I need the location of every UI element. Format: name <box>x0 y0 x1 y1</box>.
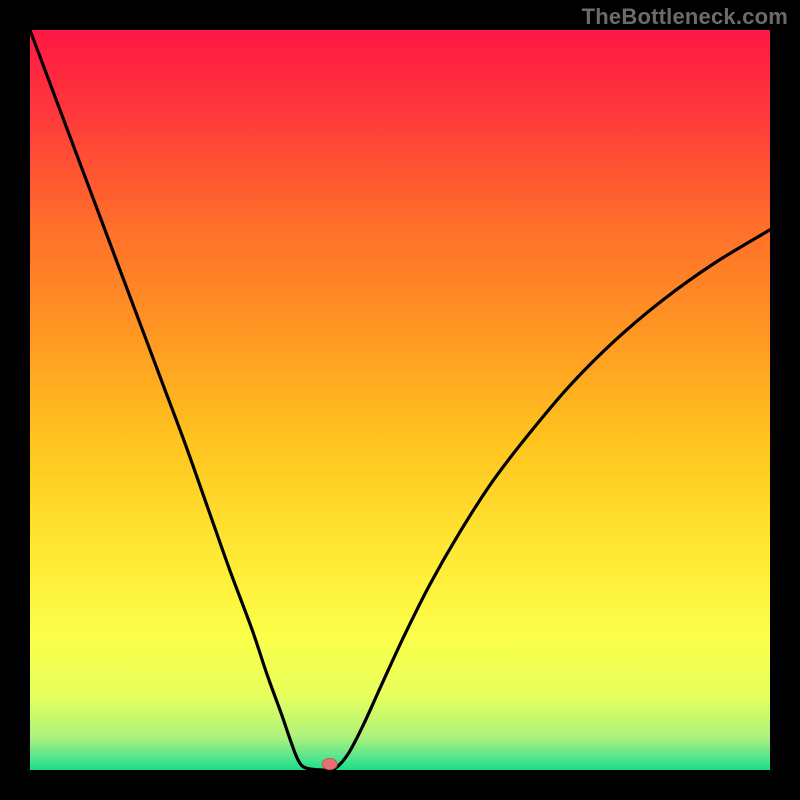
chart-container: TheBottleneck.com <box>0 0 800 800</box>
optimal-point-marker <box>322 759 337 770</box>
watermark-text: TheBottleneck.com <box>582 4 788 30</box>
bottleneck-chart <box>0 0 800 800</box>
plot-background-gradient <box>30 30 770 770</box>
